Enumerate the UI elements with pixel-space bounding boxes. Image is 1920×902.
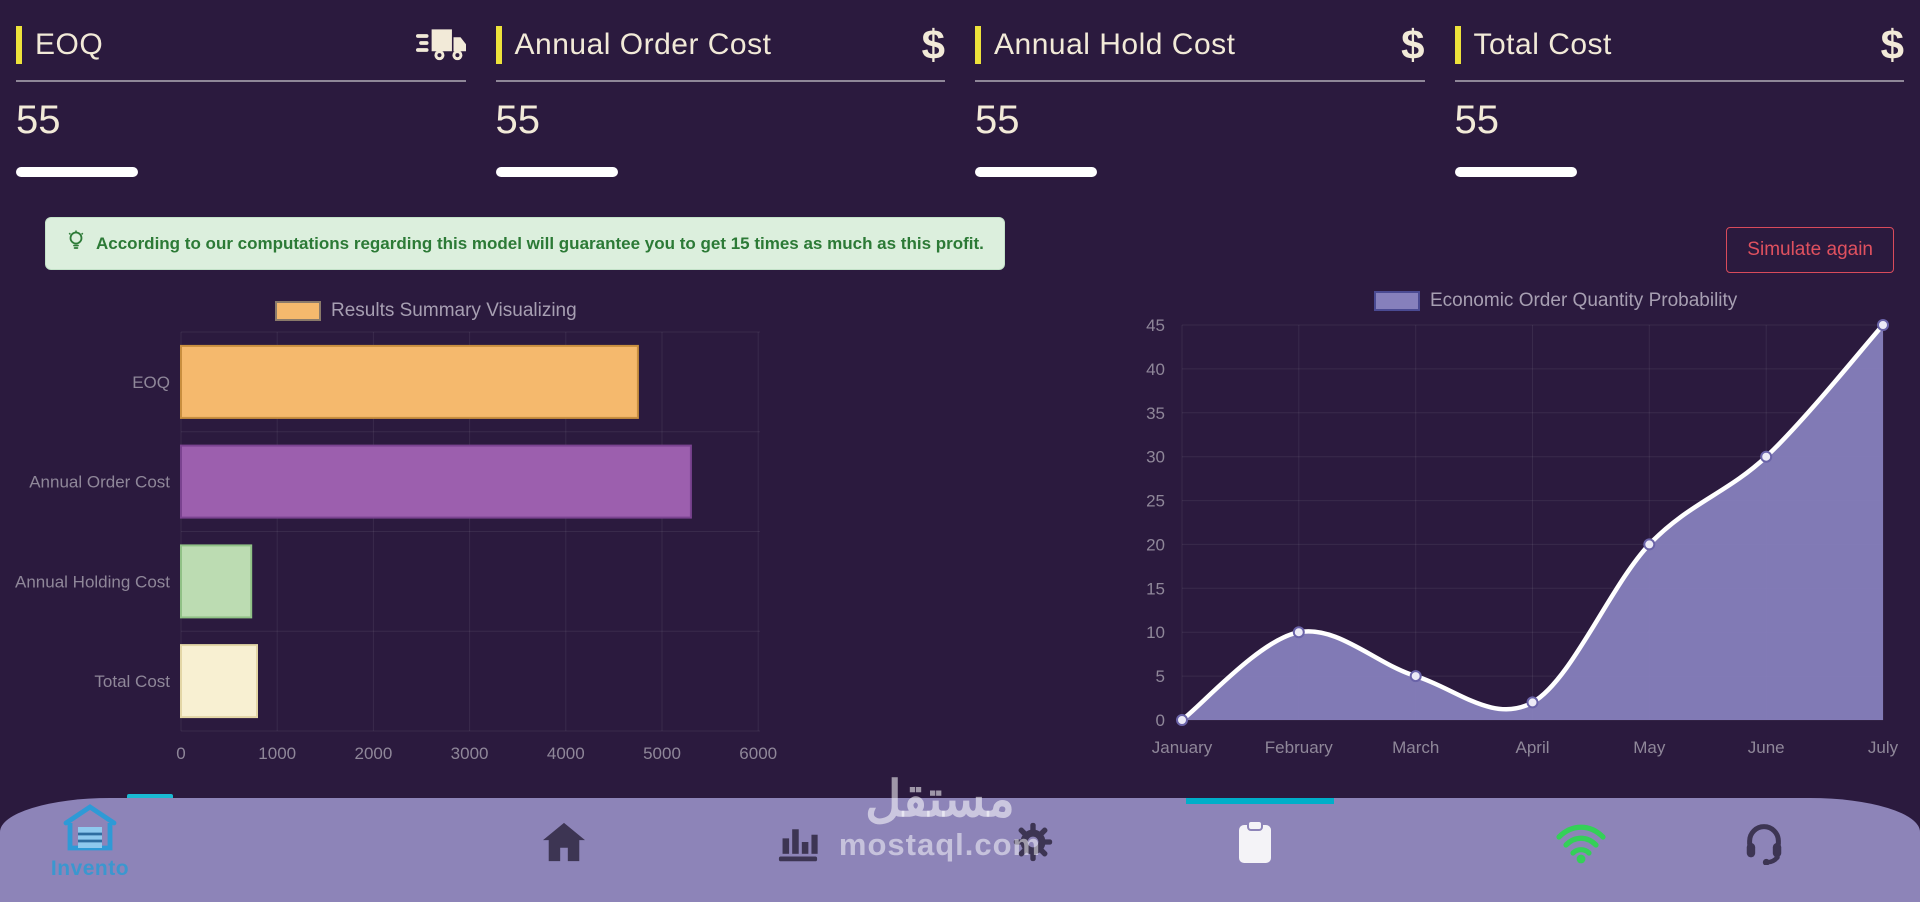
bar-chart-icon bbox=[776, 822, 820, 867]
svg-text:July: July bbox=[1868, 738, 1899, 757]
alert-text: According to our computations regarding … bbox=[96, 233, 984, 253]
accent-bar bbox=[1454, 26, 1461, 64]
accent-bar bbox=[16, 26, 22, 64]
svg-text:30: 30 bbox=[1146, 448, 1165, 467]
stat-title: Total Cost bbox=[1473, 28, 1612, 61]
simulate-again-button[interactable]: Simulate again bbox=[1726, 227, 1894, 273]
svg-text:0: 0 bbox=[1156, 711, 1165, 730]
svg-text:3000: 3000 bbox=[451, 744, 489, 763]
legend-label: Results Summary Visualizing bbox=[331, 300, 577, 321]
info-alert: According to our computations regarding … bbox=[45, 217, 1005, 270]
svg-text:1000: 1000 bbox=[258, 744, 296, 763]
headset-icon bbox=[1741, 819, 1787, 870]
svg-text:May: May bbox=[1633, 738, 1666, 757]
invento-logo-label: Invento bbox=[50, 857, 130, 880]
svg-text:15: 15 bbox=[1146, 579, 1165, 598]
svg-text:April: April bbox=[1515, 738, 1549, 757]
stat-card-header: Total Cost $ bbox=[1454, 16, 1904, 82]
svg-text:June: June bbox=[1748, 738, 1785, 757]
svg-text:45: 45 bbox=[1146, 316, 1165, 335]
svg-text:20: 20 bbox=[1146, 535, 1165, 554]
stats-row: EOQ bbox=[0, 0, 1920, 177]
bar-chart-canvas: 0 1000 2000 3000 4000 5000 6000 EOQ Annual Order… bbox=[0, 300, 960, 785]
wifi-icon bbox=[1555, 820, 1607, 869]
stat-title: EOQ bbox=[35, 28, 104, 61]
nav-home-button[interactable] bbox=[538, 818, 590, 870]
accent-bar bbox=[495, 26, 502, 64]
nav-support-button[interactable] bbox=[1738, 818, 1790, 870]
progress-bar bbox=[1454, 167, 1577, 177]
stat-card-annual-hold-cost: Annual Hold Cost $ 55 bbox=[975, 16, 1425, 177]
svg-text:February: February bbox=[1265, 738, 1334, 757]
nav-wifi-button[interactable] bbox=[1555, 818, 1607, 870]
svg-text:35: 35 bbox=[1146, 404, 1165, 423]
svg-text:25: 25 bbox=[1146, 492, 1165, 511]
stat-title: Annual Hold Cost bbox=[994, 28, 1236, 61]
svg-text:40: 40 bbox=[1146, 360, 1165, 379]
svg-text:January: January bbox=[1152, 738, 1213, 757]
active-tab-indicator bbox=[1186, 798, 1334, 804]
eoq-probability-area-chart: Economic Order Quantity Probability 0 5 10… bbox=[960, 280, 1920, 790]
svg-text:March: March bbox=[1392, 738, 1439, 757]
stat-value: 55 bbox=[975, 98, 1020, 142]
alert-row: According to our computations regarding … bbox=[45, 217, 1894, 273]
stat-card-header: EOQ bbox=[16, 16, 466, 82]
area-chart-canvas: 0 5 10 15 20 25 30 35 40 45 January February March Ap… bbox=[960, 280, 1920, 785]
stat-card-header: Annual Order Cost $ bbox=[495, 16, 945, 82]
nav-statistics-button[interactable] bbox=[772, 818, 824, 870]
svg-text:2000: 2000 bbox=[354, 744, 392, 763]
nav-settings-button[interactable] bbox=[1007, 818, 1059, 870]
clipboard-icon bbox=[1235, 819, 1275, 870]
lightbulb-icon bbox=[66, 230, 86, 257]
progress-bar bbox=[975, 167, 1097, 177]
legend-swatch bbox=[275, 301, 321, 321]
svg-text:EOQ: EOQ bbox=[132, 373, 170, 392]
dollar-icon: $ bbox=[1401, 21, 1425, 68]
legend-swatch bbox=[1374, 291, 1420, 311]
invento-logo[interactable]: Invento bbox=[26, 802, 154, 881]
nav-report-button-active[interactable] bbox=[1229, 818, 1281, 870]
results-summary-bar-chart: Results Summary Visualizing 0 1000 2000 300… bbox=[0, 300, 960, 780]
svg-text:Total Cost: Total Cost bbox=[94, 672, 170, 691]
svg-text:0: 0 bbox=[176, 744, 185, 763]
stat-title: Annual Order Cost bbox=[514, 28, 772, 61]
truck-icon bbox=[415, 26, 466, 64]
bottom-nav: Invento bbox=[0, 798, 1920, 902]
svg-text:4000: 4000 bbox=[547, 744, 585, 763]
bar-chart-legend: Results Summary Visualizing bbox=[275, 300, 577, 322]
gear-icon bbox=[1010, 819, 1056, 870]
svg-text:5000: 5000 bbox=[643, 744, 681, 763]
svg-text:Annual Order Cost: Annual Order Cost bbox=[29, 473, 170, 492]
stat-value: 55 bbox=[1454, 98, 1500, 142]
warehouse-logo-icon bbox=[61, 804, 119, 858]
progress-bar bbox=[16, 167, 138, 177]
progress-bar bbox=[495, 167, 618, 177]
svg-text:10: 10 bbox=[1146, 623, 1165, 642]
stat-card-total-cost: Total Cost $ 55 bbox=[1454, 16, 1904, 177]
stat-card-header: Annual Hold Cost $ bbox=[975, 16, 1425, 82]
dollar-icon: $ bbox=[1880, 21, 1904, 68]
svg-text:6000: 6000 bbox=[739, 744, 777, 763]
stat-card-eoq: EOQ bbox=[16, 16, 466, 177]
area-chart-legend: Economic Order Quantity Probability bbox=[1374, 290, 1737, 312]
home-icon bbox=[541, 821, 587, 868]
svg-text:5: 5 bbox=[1156, 667, 1165, 686]
accent-bar bbox=[975, 26, 981, 64]
stat-value: 55 bbox=[16, 98, 61, 142]
dollar-icon: $ bbox=[921, 21, 945, 68]
legend-label: Economic Order Quantity Probability bbox=[1430, 290, 1738, 311]
stat-value: 55 bbox=[495, 98, 541, 142]
stat-card-annual-order-cost: Annual Order Cost $ 55 bbox=[495, 16, 945, 177]
svg-text:Annual Holding Cost: Annual Holding Cost bbox=[15, 572, 170, 591]
